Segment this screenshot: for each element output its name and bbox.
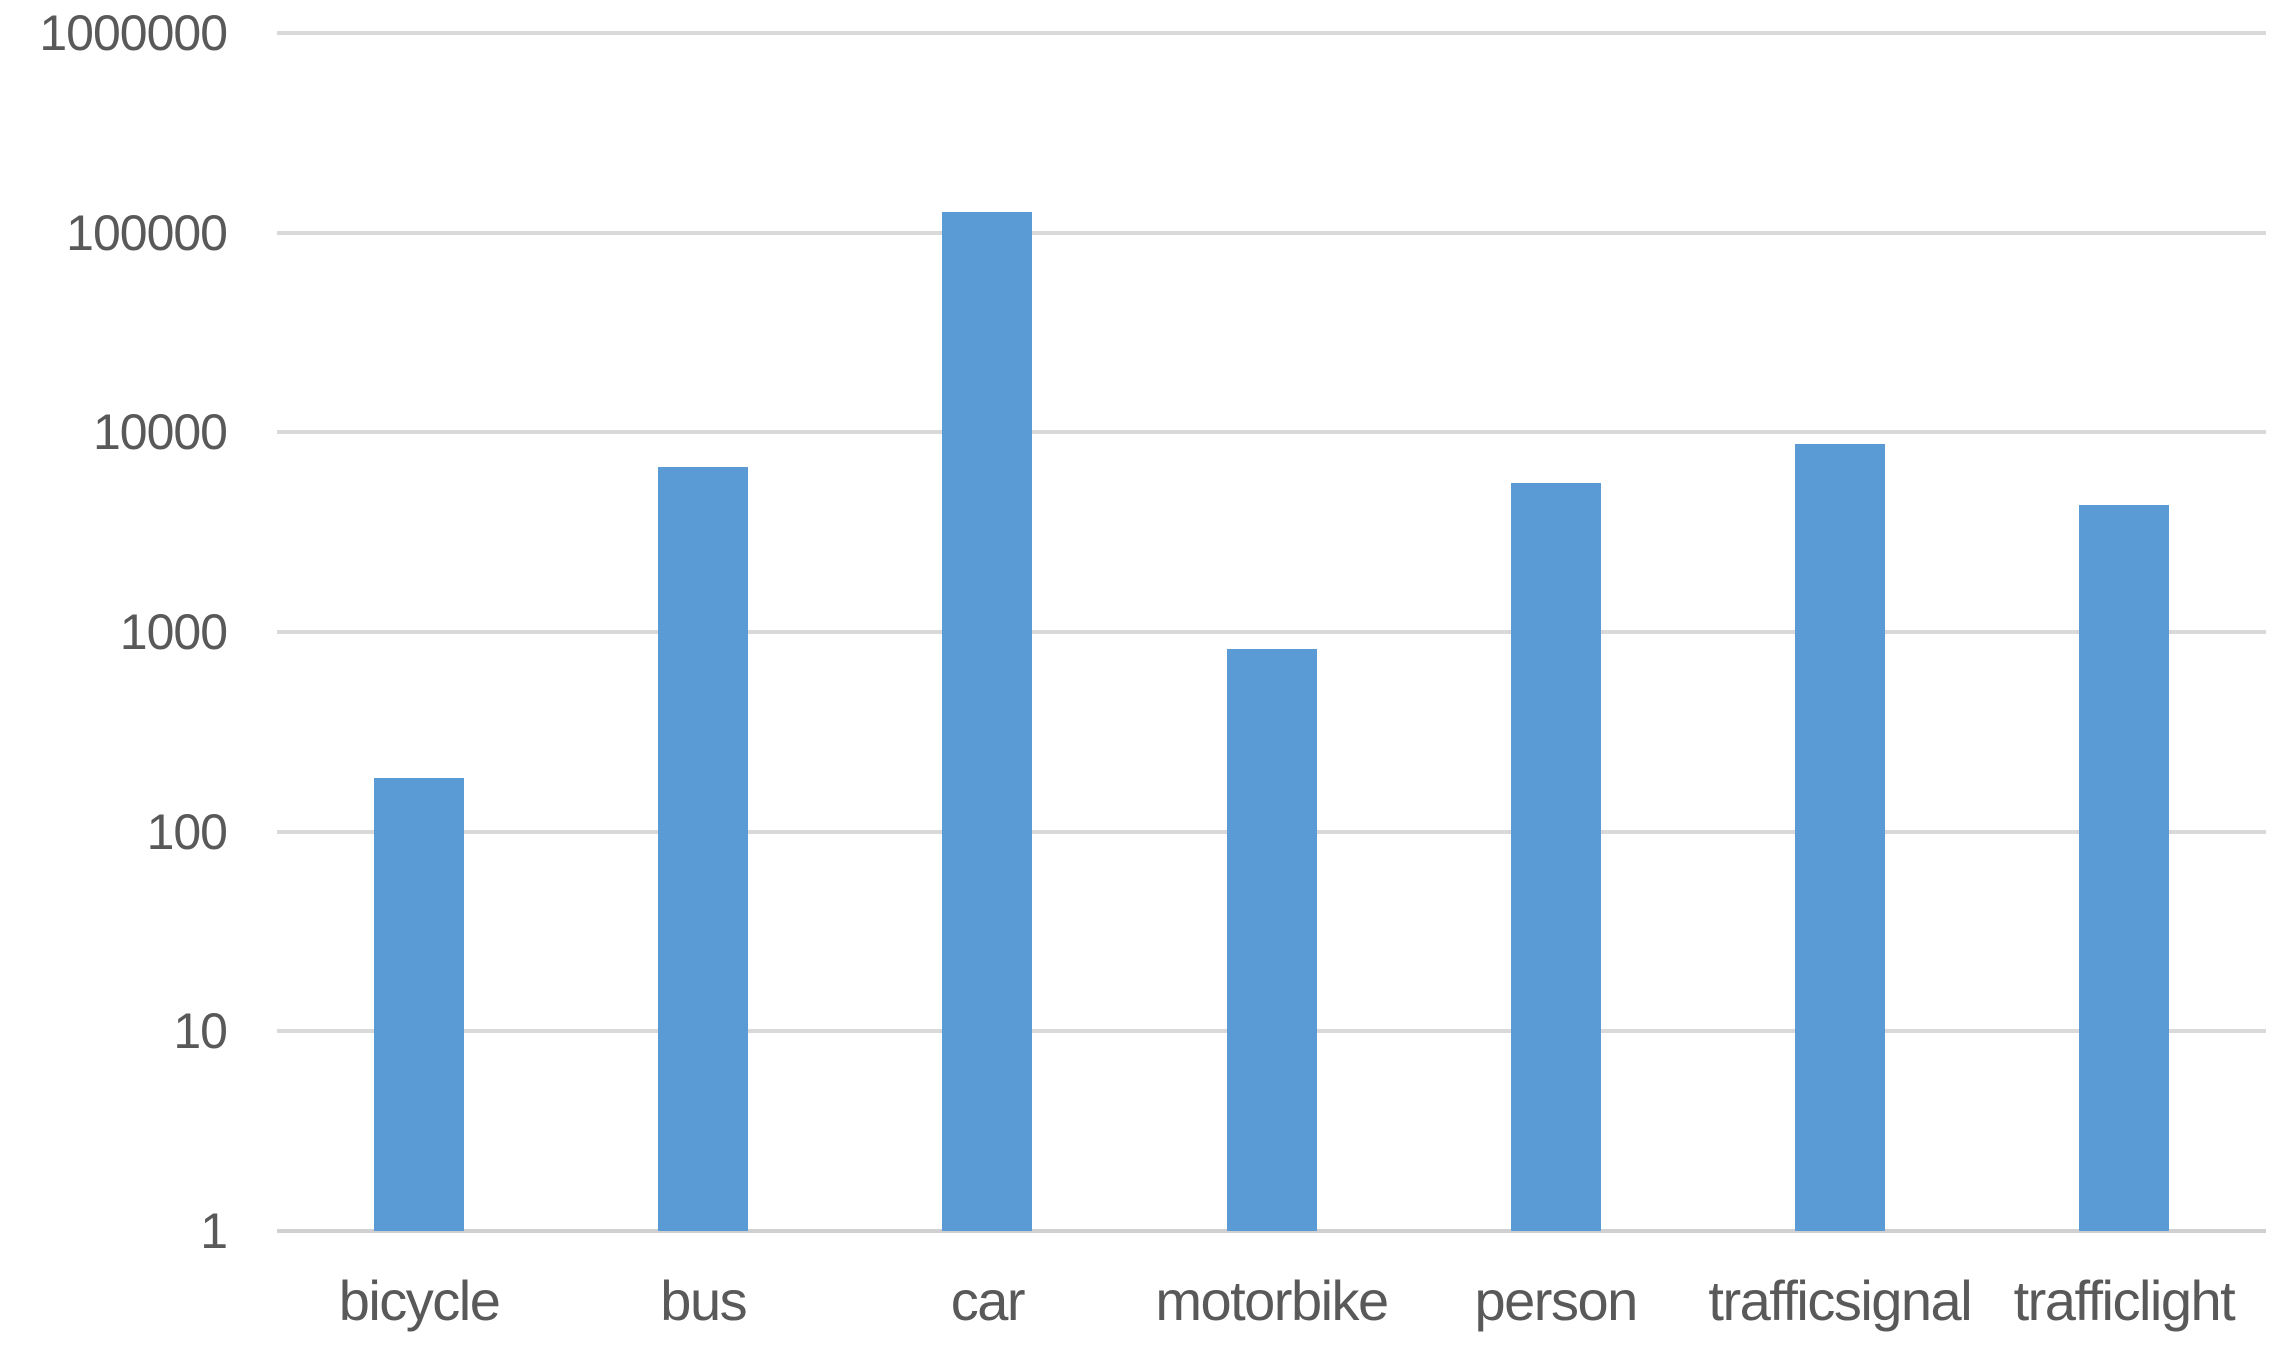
bar-car: [942, 211, 1033, 1231]
plot-area: [277, 31, 2266, 1233]
x-category-label-trafficlight: trafficlight: [2013, 1269, 2236, 1332]
bar-trafficlight: [2078, 504, 2169, 1231]
gridline-1000: [277, 630, 2266, 634]
y-tick-label-100000: 100000: [66, 204, 228, 261]
y-tick-label-10: 10: [173, 1003, 228, 1060]
y-tick-label-100: 100: [146, 803, 228, 860]
bar-trafficsignal: [1794, 444, 1885, 1231]
y-tick-label-1000: 1000: [119, 604, 228, 660]
bar-motorbike: [1226, 649, 1317, 1231]
x-category-label-bus: bus: [660, 1269, 747, 1332]
bar-bicycle: [374, 778, 465, 1231]
y-tick-label-10000: 10000: [92, 404, 228, 461]
x-category-label-bicycle: bicycle: [338, 1269, 501, 1332]
bar-bus: [658, 467, 749, 1231]
gridline-100000: [277, 230, 2266, 235]
y-tick-label-1: 1: [200, 1203, 228, 1259]
y-tick-label-1000000: 1000000: [39, 5, 228, 61]
gridline-10000: [277, 430, 2266, 435]
x-category-label-car: car: [950, 1269, 1026, 1332]
bar-person: [1510, 482, 1601, 1231]
x-category-label-trafficsignal: trafficsignal: [1708, 1269, 1972, 1332]
x-category-label-person: person: [1474, 1269, 1639, 1332]
gridline-1000000: [277, 31, 2266, 35]
x-category-label-motorbike: motorbike: [1155, 1269, 1389, 1332]
gridline-1: [277, 1229, 2266, 1233]
